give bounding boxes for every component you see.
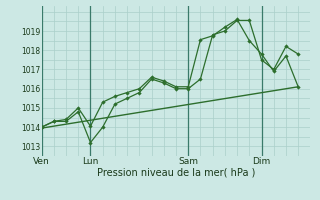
- X-axis label: Pression niveau de la mer( hPa ): Pression niveau de la mer( hPa ): [97, 168, 255, 178]
